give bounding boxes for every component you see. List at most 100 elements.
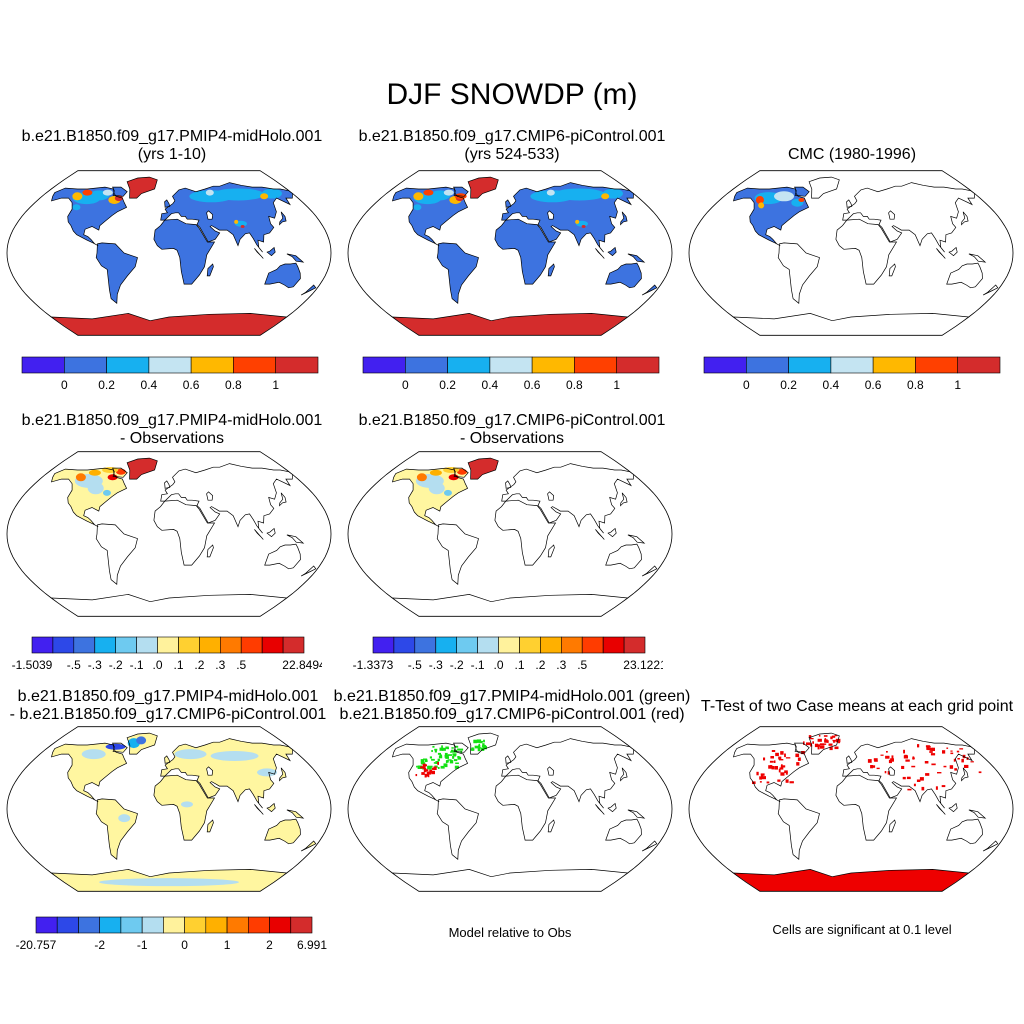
coastline [794,186,810,197]
colorbar-abs-2: 0 0.2 0.4 0.6 0.8 1 [362,356,660,392]
colorbar-swatch [498,636,520,654]
coastline [494,774,557,841]
colorbar-swatch [602,636,625,654]
colorbar-swatch [21,356,65,374]
coastline [494,499,557,566]
grid-cell [441,745,443,749]
colorbar-tick-label: -.5 [408,658,422,672]
colorbar-swatch [788,356,832,374]
grid-cell [943,765,947,768]
coastline [206,263,214,277]
data-patch [546,189,555,196]
map-border [688,170,1014,336]
colorbar-tick-label: -1.5039 [12,658,53,672]
coastline [51,313,287,322]
grid-cell [829,746,833,751]
colorbar-tick-label: .1 [173,658,183,672]
grid-cell [422,768,427,770]
coastline [948,246,958,257]
grid-cell [935,786,938,790]
colorbar-swatch [404,356,448,374]
grid-cell [752,781,756,784]
grid-cell [806,742,811,746]
colorbar-swatch [616,356,660,374]
colorbar-tick-label: -1 [137,938,148,952]
colorbar-tick-label: 1 [224,938,231,952]
landmass-africa [153,219,215,285]
landmass-australia [264,263,301,288]
colorbar-tick-label: .1 [514,658,524,672]
ocean-background [689,170,1013,336]
grid-cell [451,747,454,749]
map-panel-cmc [688,170,1014,336]
grid-cell [828,743,833,746]
grid-cell [874,760,878,762]
panel-title-5-line2: - Observations [459,430,565,447]
coastline [627,534,646,544]
colorbar-tick-label: 0.2 [780,378,797,392]
colorbar-tick-label: 0.8 [566,378,583,392]
panel-title-7-line1: b.e21.B1850.f09_g17.PMIP4-midHolo.001 [17,688,319,705]
colorbar-tick-label: -.1 [471,658,485,672]
grid-cell [774,766,778,770]
colorbar-swatch [35,916,58,934]
panel-title-2: b.e21.B1850.f09_g17.CMIP6-piControl.001 … [340,128,684,164]
coastline [467,176,499,199]
colorbar-swatch [178,636,200,654]
colorbar-tick-label: .5 [577,658,587,672]
coastline [264,818,301,845]
grid-cell [959,748,964,750]
colorbar-swatch [184,916,207,934]
colorbar-abs-1: 0 0.2 0.4 0.6 0.8 1 [21,356,319,392]
colorbar-swatch [275,356,319,374]
colorbar-tick-label: 0.6 [865,378,882,392]
grid-cell [763,757,766,761]
panel-title-9-line1: T-Test of two Case means at each grid po… [700,698,1014,715]
coastline [160,463,293,534]
colorbar-swatch [623,636,646,654]
panel-title-4-line2: - Observations [119,430,225,447]
coastline [936,804,946,815]
grid-cell [817,738,822,742]
grid-cell [890,758,894,762]
coastline [153,218,216,285]
grid-cell [888,759,892,764]
coastline [777,242,820,305]
grid-cell [826,740,829,743]
colorbar-swatch [56,916,79,934]
grid-cell [443,763,447,767]
coastline [547,263,555,277]
coastline [392,742,469,803]
grid-cell [872,765,876,768]
grid-cell [422,763,426,767]
colorbar-tick-label: 1 [272,378,279,392]
grid-cell [480,740,483,743]
grid-cell [964,764,969,768]
colorbar-tick-label: 0 [181,938,188,952]
landmass-australia [605,263,642,288]
grid-cell [478,743,481,748]
data-patch [205,189,214,196]
colorbar-tick-label: .2 [194,658,204,672]
colorbar-tick-label: .0 [493,658,503,672]
colorbar-swatch [915,356,958,374]
colorbar-tick-label: .3 [556,658,566,672]
coastline [112,742,128,753]
coastline [436,242,479,305]
grid-cell [833,741,836,743]
coastline [607,802,617,813]
grid-cell [785,757,791,759]
grid-cell [453,759,458,762]
data-patch [180,801,193,808]
coastline [51,594,287,603]
grid-cell [431,770,435,775]
colorbar-swatch [199,636,221,654]
coastline [467,732,499,755]
colorbar-swatch [872,356,916,374]
grid-cell [785,779,789,783]
colorbar-tick-label: 1 [613,378,620,392]
data-patch [82,189,93,196]
coastline [436,523,479,586]
coastline [126,732,158,755]
colorbar-swatch [574,356,617,374]
